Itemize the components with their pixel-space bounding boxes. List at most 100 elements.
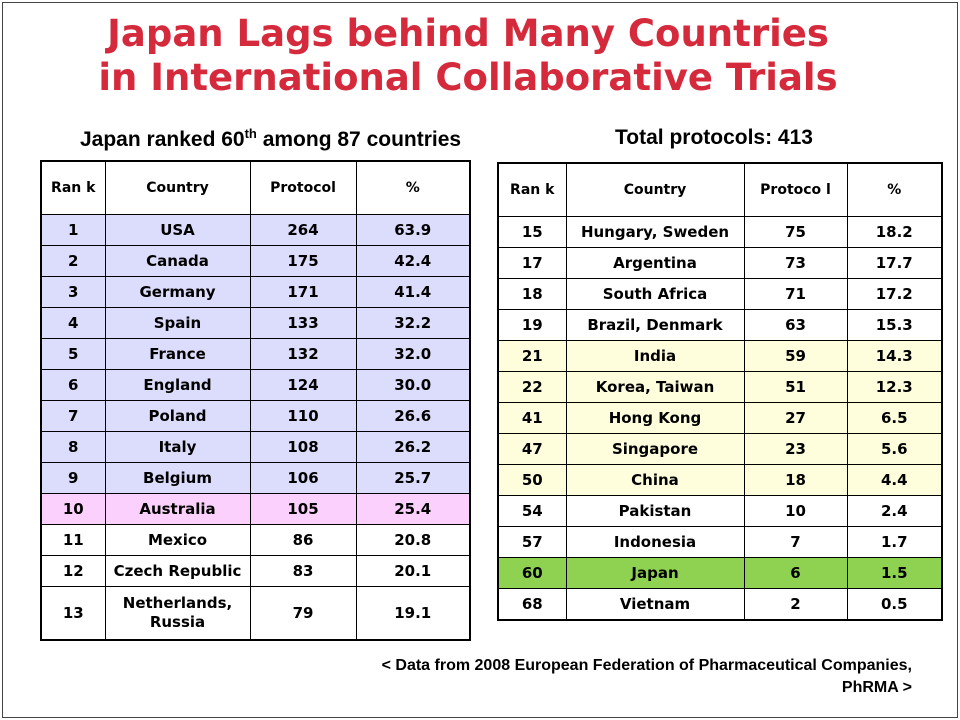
percent-cell: 4.4 [846, 464, 943, 496]
country-cell: Belgium [104, 462, 251, 494]
country-cell: England [104, 369, 251, 401]
country-cell: Poland [104, 400, 251, 432]
source-footnote: < Data from 2008 European Federation of … [382, 655, 912, 699]
header-rank: Ran k [40, 160, 106, 215]
country-cell: Czech Republic [104, 555, 251, 587]
rank-cell: 5 [40, 338, 106, 370]
table-row: 21 India 59 14.3 [497, 340, 943, 372]
protocol-cell: 175 [249, 245, 357, 277]
country-cell: China [565, 464, 745, 496]
ranking-subtitle-prefix: Japan ranked 60 [80, 128, 245, 151]
country-cell: Brazil, Denmark [565, 309, 745, 341]
rank-cell: 13 [40, 586, 106, 641]
ranking-subtitle-sup: th [244, 126, 257, 141]
percent-cell: 5.6 [846, 433, 943, 465]
protocol-cell: 83 [249, 555, 357, 587]
protocol-cell: 106 [249, 462, 357, 494]
table-row: 4 Spain 133 32.2 [40, 307, 471, 339]
table-row: 47 Singapore 23 5.6 [497, 433, 943, 465]
protocol-cell: 7 [743, 526, 848, 558]
protocol-cell: 51 [743, 371, 848, 403]
percent-cell: 17.7 [846, 247, 943, 279]
protocol-cell: 73 [743, 247, 848, 279]
country-cell: Canada [104, 245, 251, 277]
rank-cell: 9 [40, 462, 106, 494]
rank-cell: 68 [497, 588, 567, 621]
rank-cell: 1 [40, 214, 106, 246]
percent-cell: 25.4 [355, 493, 471, 525]
rank-cell: 21 [497, 340, 567, 372]
rank-cell: 4 [40, 307, 106, 339]
protocol-cell: 79 [249, 586, 357, 641]
protocol-cell: 6 [743, 557, 848, 589]
rank-cell: 47 [497, 433, 567, 465]
table-row: 22 Korea, Taiwan 51 12.3 [497, 371, 943, 403]
country-cell: Germany [104, 276, 251, 308]
protocol-cell: 105 [249, 493, 357, 525]
country-cell: Hungary, Sweden [565, 216, 745, 248]
table-row: 19 Brazil, Denmark 63 15.3 [497, 309, 943, 341]
title-line-1: Japan Lags behind Many Countries [107, 12, 829, 55]
percent-cell: 42.4 [355, 245, 471, 277]
percent-cell: 15.3 [846, 309, 943, 341]
percent-cell: 2.4 [846, 495, 943, 527]
percent-cell: 14.3 [846, 340, 943, 372]
protocol-cell: 132 [249, 338, 357, 370]
header-country: Country [104, 160, 251, 215]
percent-cell: 18.2 [846, 216, 943, 248]
rank-cell: 57 [497, 526, 567, 558]
percent-cell: 1.7 [846, 526, 943, 558]
table-row: 8 Italy 108 26.2 [40, 431, 471, 463]
country-cell: India [565, 340, 745, 372]
percent-cell: 6.5 [846, 402, 943, 434]
table-row: 9 Belgium 106 25.7 [40, 462, 471, 494]
protocol-cell: 71 [743, 278, 848, 310]
protocol-cell: 75 [743, 216, 848, 248]
protocol-cell: 124 [249, 369, 357, 401]
rank-cell: 15 [497, 216, 567, 248]
rank-cell: 8 [40, 431, 106, 463]
protocol-cell: 171 [249, 276, 357, 308]
ranking-subtitle-suffix: among 87 countries [256, 128, 462, 151]
country-cell: Japan [565, 557, 745, 589]
rank-cell: 2 [40, 245, 106, 277]
table-row: 15 Hungary, Sweden 75 18.2 [497, 216, 943, 248]
table-row: 13 Netherlands, Russia 79 19.1 [40, 586, 471, 641]
country-cell: Indonesia [565, 526, 745, 558]
protocol-cell: 264 [249, 214, 357, 246]
protocol-cell: 86 [249, 524, 357, 556]
country-cell: Netherlands, Russia [104, 586, 251, 641]
rank-cell: 22 [497, 371, 567, 403]
ranking-subtitle: Japan ranked 60th among 87 countries [80, 126, 461, 152]
table-row: 6 England 124 30.0 [40, 369, 471, 401]
rank-cell: 11 [40, 524, 106, 556]
protocol-cell: 10 [743, 495, 848, 527]
country-cell: Mexico [104, 524, 251, 556]
country-cell: Australia [104, 493, 251, 525]
ranking-table-right: Ran k Country Protoco l % 15 Hungary, Swe… [497, 162, 943, 621]
rank-cell: 7 [40, 400, 106, 432]
table-row: 10 Australia 105 25.4 [40, 493, 471, 525]
footnote-line-2: PhRMA > [841, 679, 912, 696]
header-row: Ran k Country Protoco l % [497, 162, 943, 217]
percent-cell: 32.0 [355, 338, 471, 370]
rank-cell: 41 [497, 402, 567, 434]
protocol-cell: 59 [743, 340, 848, 372]
header-protocol: Protocol [249, 160, 357, 215]
table-row: 57 Indonesia 7 1.7 [497, 526, 943, 558]
percent-cell: 20.1 [355, 555, 471, 587]
slide-title: Japan Lags behind Many Countries in Inte… [0, 12, 936, 100]
protocol-cell: 23 [743, 433, 848, 465]
protocol-cell: 108 [249, 431, 357, 463]
country-cell: Pakistan [565, 495, 745, 527]
table-row: 17 Argentina 73 17.7 [497, 247, 943, 279]
country-cell: Hong Kong [565, 402, 745, 434]
table-row: 7 Poland 110 26.6 [40, 400, 471, 432]
percent-cell: 12.3 [846, 371, 943, 403]
rank-cell: 60 [497, 557, 567, 589]
table-row: 1 USA 264 63.9 [40, 214, 471, 246]
country-cell: USA [104, 214, 251, 246]
footnote-line-1: < Data from 2008 European Federation of … [381, 657, 912, 674]
percent-cell: 1.5 [846, 557, 943, 589]
